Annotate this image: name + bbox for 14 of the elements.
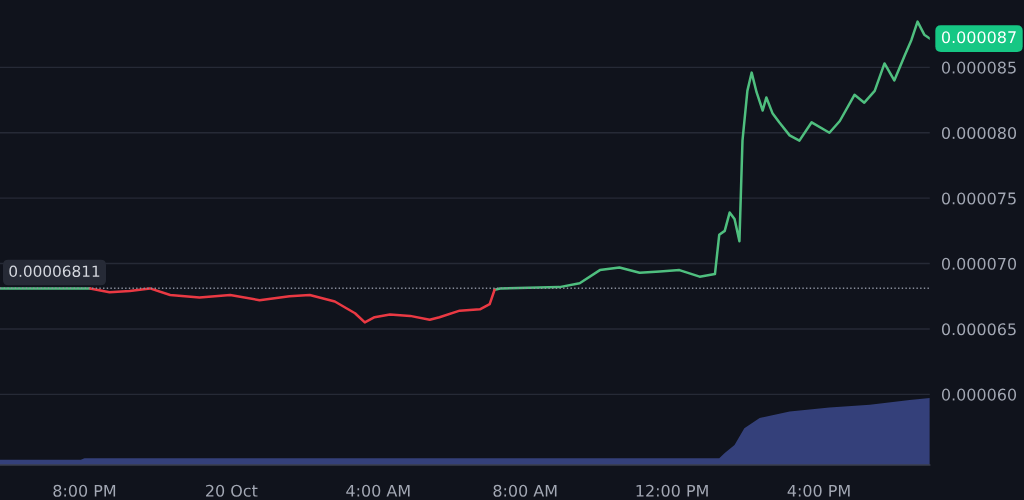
y-tick-label: 0.000065 (941, 323, 1016, 336)
ref-line-label: 0.00006811 (9, 265, 100, 277)
x-tick-label: 20 Oct (206, 484, 258, 497)
y-tick-label: 0.000085 (941, 61, 1016, 74)
y-tick-label: 0.000060 (941, 388, 1017, 401)
x-tick-label: 4:00 AM (346, 484, 410, 497)
y-tick-label: 0.000070 (941, 257, 1017, 270)
x-tick-label: 8:00 AM (493, 484, 557, 497)
x-tick-label: 8:00 PM (53, 484, 116, 497)
x-tick-label: 4:00 PM (787, 484, 850, 497)
y-tick-label: 0.000080 (941, 126, 1017, 140)
x-tick-label: 12:00 PM (636, 484, 708, 497)
annotation: 0.000087 (941, 31, 1016, 44)
y-tick-label: 0.000075 (941, 192, 1016, 205)
